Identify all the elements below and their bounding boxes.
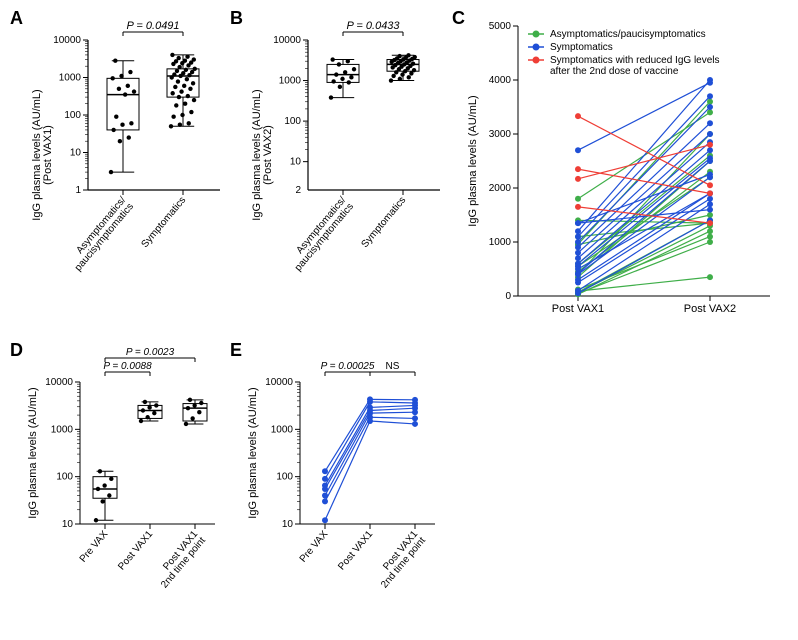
svg-text:1000: 1000 [271, 424, 294, 435]
svg-text:Pre VAX: Pre VAX [298, 529, 331, 565]
svg-text:Post VAX1: Post VAX1 [552, 303, 604, 315]
svg-text:5000: 5000 [489, 21, 512, 32]
svg-text:4000: 4000 [489, 75, 512, 86]
svg-text:1: 1 [75, 185, 81, 196]
svg-text:10000: 10000 [273, 35, 301, 46]
svg-text:1000: 1000 [59, 73, 82, 84]
svg-text:Post VAX1: Post VAX1 [116, 529, 155, 573]
svg-text:NS: NS [386, 361, 400, 372]
svg-text:IgG plasma levels (AU/mL)(Post: IgG plasma levels (AU/mL)(Post VAX1) [31, 89, 54, 220]
panel-D-chart: 10 100 1000 10000 IgG plasma levels (AU/mL) P… [20, 340, 230, 640]
svg-text:10: 10 [290, 157, 302, 168]
svg-text:IgG plasma levels (AU/mL): IgG plasma levels (AU/mL) [247, 387, 259, 518]
svg-text:P = 0.0023: P = 0.0023 [126, 347, 175, 358]
svg-text:Symptomatics: Symptomatics [140, 195, 189, 250]
svg-text:10: 10 [70, 148, 82, 159]
svg-text:after the 2nd dose of vaccine: after the 2nd dose of vaccine [550, 66, 679, 77]
svg-text:Asymptomatics/paucisymptomatic: Asymptomatics/paucisymptomatics [285, 195, 356, 274]
svg-text:100: 100 [276, 472, 293, 483]
svg-text:Symptomatics: Symptomatics [550, 42, 613, 53]
svg-text:10: 10 [62, 519, 74, 530]
svg-text:Post VAX2: Post VAX2 [684, 303, 736, 315]
svg-text:10000: 10000 [265, 377, 293, 388]
svg-text:P = 0.0491: P = 0.0491 [126, 20, 179, 32]
svg-text:1000: 1000 [51, 424, 74, 435]
svg-text:Pre VAX: Pre VAX [78, 529, 111, 565]
svg-text:2: 2 [295, 185, 301, 196]
panel-E-chart: 10 100 1000 10000 IgG plasma levels (AU/mL) P… [240, 340, 450, 640]
svg-text:1000: 1000 [279, 76, 302, 87]
svg-text:Post VAX1: Post VAX1 [336, 529, 375, 573]
svg-text:100: 100 [284, 116, 301, 127]
svg-text:IgG plasma levels (AU/mL)(Post: IgG plasma levels (AU/mL)(Post VAX2) [251, 89, 274, 220]
svg-text:IgG plasma levels (AU/mL): IgG plasma levels (AU/mL) [27, 387, 39, 518]
svg-text:10000: 10000 [53, 35, 81, 46]
panel-C-chart: 0 1000 2000 3000 4000 5000 IgG plasma levels (… [460, 10, 790, 330]
svg-text:IgG plasma levels (AU/mL): IgG plasma levels (AU/mL) [467, 95, 479, 226]
svg-text:P = 0.00025: P = 0.00025 [321, 361, 375, 372]
svg-text:P = 0.0433: P = 0.0433 [346, 20, 400, 32]
svg-text:10: 10 [282, 519, 294, 530]
svg-text:P = 0.0088: P = 0.0088 [103, 361, 152, 372]
svg-text:1000: 1000 [489, 237, 512, 248]
svg-text:0: 0 [505, 291, 511, 302]
svg-text:100: 100 [64, 110, 81, 121]
svg-text:Asymptomatics/paucisymptomatic: Asymptomatics/paucisymptomatics [550, 29, 706, 40]
svg-text:Post VAX12nd time point: Post VAX12nd time point [371, 529, 428, 591]
svg-text:Symptomatics with reduced IgG: Symptomatics with reduced IgG levels [550, 55, 720, 66]
svg-text:100: 100 [56, 472, 73, 483]
svg-text:3000: 3000 [489, 129, 512, 140]
svg-text:Asymptomatics/paucisymptomatic: Asymptomatics/paucisymptomatics [65, 195, 136, 274]
svg-text:Symptomatics: Symptomatics [360, 195, 409, 250]
panel-A-chart: 1 10 100 1000 10000 IgG plasma levels (AU/mL)… [20, 10, 230, 330]
panel-B-chart: 10 100 1000 10000 2 IgG plasma levels (AU/mL)… [240, 10, 450, 330]
svg-text:2000: 2000 [489, 183, 512, 194]
svg-text:Post VAX12nd time point: Post VAX12nd time point [151, 529, 208, 591]
svg-text:10000: 10000 [45, 377, 73, 388]
